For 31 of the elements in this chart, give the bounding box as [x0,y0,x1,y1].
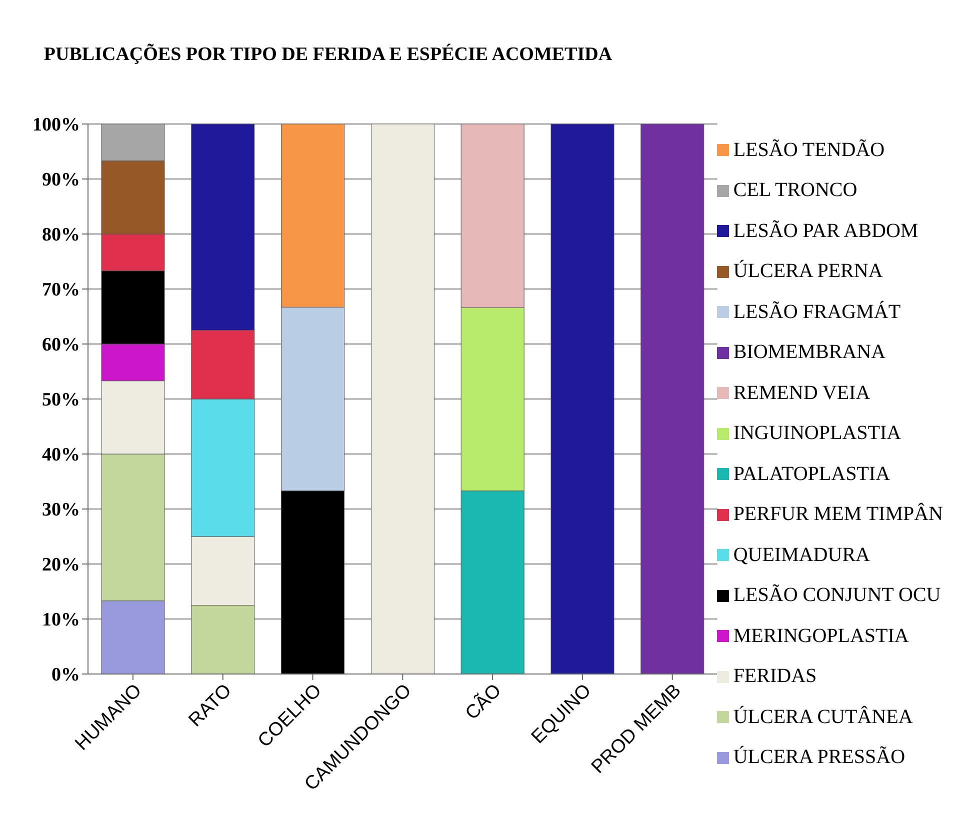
y-tick-label: 50% [42,390,80,411]
y-tick-label: 20% [42,554,80,576]
y-tick-label: 0% [52,664,80,686]
legend-label: PERFUR MEM TIMPÂN [733,503,943,526]
legend-label: ÚLCERA PERNA [733,260,883,284]
y-tick-label: 70% [42,280,80,301]
chart-title: PUBLICAÇÕES POR TIPO DE FERIDA E ESPÉCIE ACOMETIDA [42,42,614,67]
legend-label: LESÃO PAR ABDOM [733,220,918,243]
legend-label: LESÃO CONJUNT OCU [733,584,941,608]
legend-label: QUEIMADURA [733,544,870,567]
legend-label: CEL TRONCO [733,179,858,202]
legend-label: LESÃO TENDÃO [733,138,885,162]
legend-label: PALATOPLASTIA [733,462,890,486]
y-tick-label: 60% [42,334,80,356]
legend-label: FERIDAS [733,665,817,688]
y-tick-label: 80% [42,224,80,246]
bar [640,124,704,674]
y-tick-label: 100% [32,114,80,136]
legend-label: REMEND VEIA [733,382,870,405]
y-tick-label: 40% [42,444,80,466]
bar [550,124,614,674]
bar [370,124,434,674]
legend-label: MERINGOPLASTIA [733,624,909,648]
y-tick-label: 90% [42,170,80,191]
y-tick-label: 10% [42,610,80,631]
legend-label: BIOMEMBRANA [733,341,886,364]
legend-label: ÚLCERA PRESSÃO [733,746,906,770]
legend-label: LESÃO FRAGMÁT [733,300,901,324]
legend-label: ÚLCERA CUTÂNEA [733,706,913,729]
legend-label: INGUINOPLASTIA [733,422,902,446]
y-tick-label: 30% [42,500,80,521]
